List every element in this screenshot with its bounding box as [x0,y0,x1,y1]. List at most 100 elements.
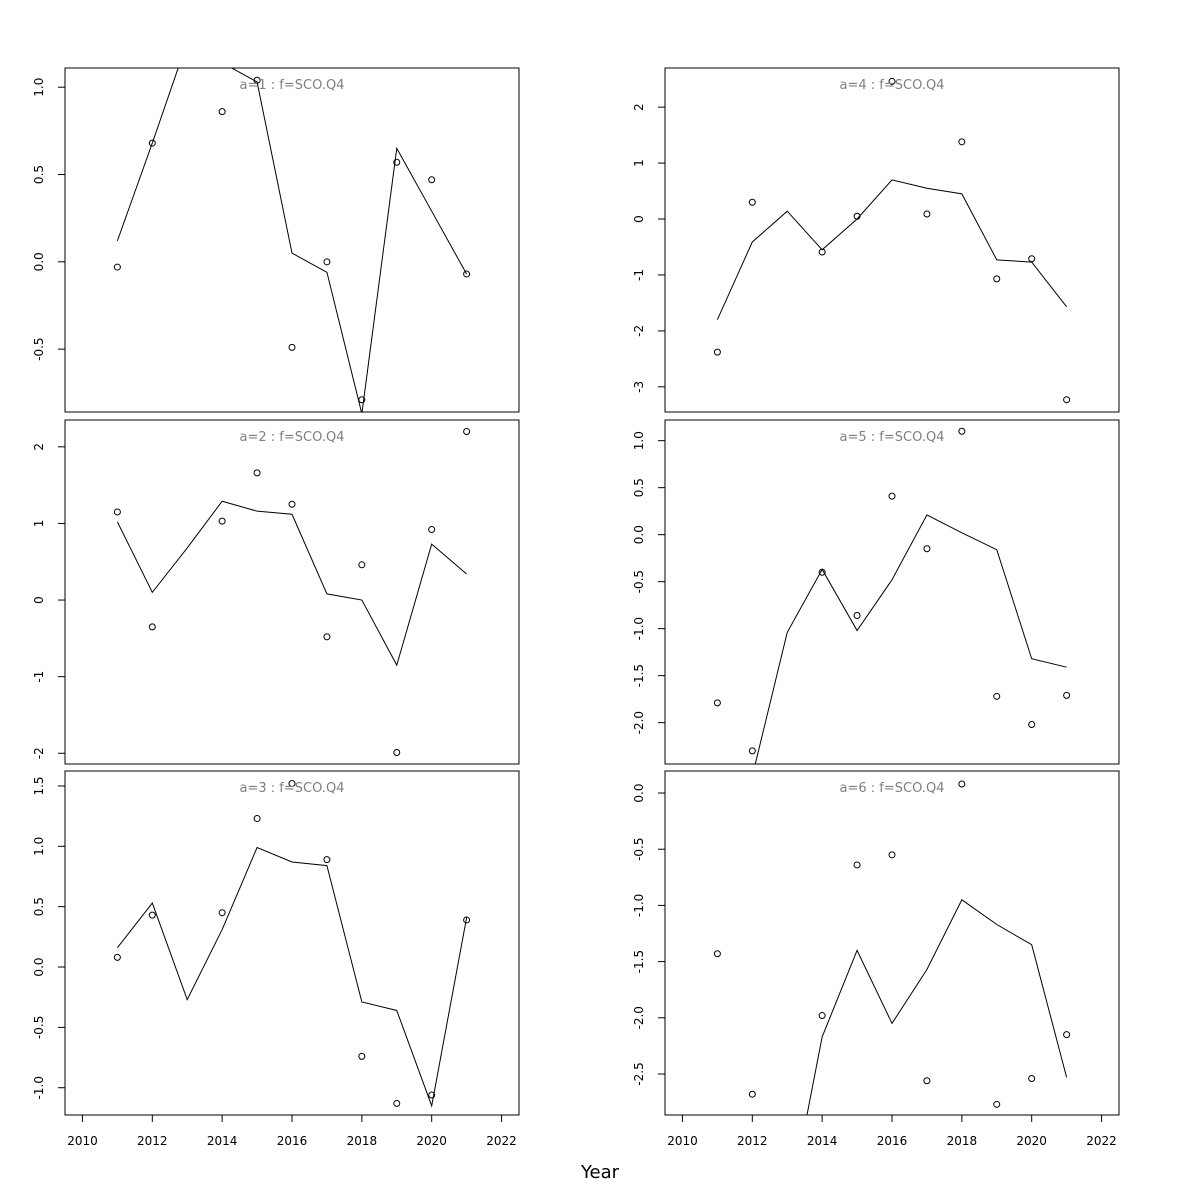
y-tick-label: -2 [32,747,46,759]
y-tick-label: 2 [32,443,46,451]
x-tick-label: 2022 [486,1134,517,1148]
observed-point [818,568,826,576]
observed-point [1028,255,1036,263]
observed-point [748,1090,756,1098]
observed-point [323,633,331,641]
y-tick-label: 1.0 [632,431,646,450]
x-tick-label: 2010 [67,1134,98,1148]
panel-plot [113,68,471,412]
panel-plot [713,780,1071,1115]
observed-point [358,1052,366,1060]
observed-point [748,198,756,206]
observed-point [428,1091,436,1099]
y-tick-label: 0.0 [632,783,646,802]
panel-title: a=2 : f=SCO.Q4 [240,430,345,445]
observed-point [1063,691,1071,699]
y-tick-label: 0.5 [32,165,46,184]
observed-point [958,138,966,146]
observed-point [888,851,896,859]
x-tick-label: 2014 [807,1134,838,1148]
y-tick-label: -1.0 [632,894,646,917]
fitted-line [754,514,1067,764]
observed-point [358,396,366,404]
observed-point [958,780,966,788]
panel-title: a=1 : f=SCO.Q4 [240,78,345,93]
y-tick-label: 0 [632,215,646,223]
observed-point [1028,721,1036,729]
panel-frame [664,770,1120,1116]
panel-plot [713,77,1071,404]
observed-point [993,1100,1001,1108]
x-tick-label: 2022 [1086,1134,1117,1148]
y-tick-label: 2 [632,103,646,111]
y-tick-label: -1 [32,671,46,683]
observed-point [253,469,261,477]
panel-frame [664,67,1120,413]
y-tick-label: -0.5 [632,838,646,861]
y-tick-label: -1 [632,269,646,281]
panel-plot [113,427,471,757]
x-tick-label: 2018 [347,1134,378,1148]
panel-plot [713,427,1071,764]
observed-point [818,248,826,256]
panel-frame [64,419,520,765]
y-tick-label: 0 [32,596,46,604]
observed-point [288,780,296,788]
observed-point [463,427,471,435]
observed-point [853,611,861,619]
observed-point [923,210,931,218]
observed-point [288,500,296,508]
observed-point [393,158,401,166]
observed-point [218,517,226,525]
y-tick-label: 0.0 [32,957,46,976]
observed-point [288,343,296,351]
observed-point [993,692,1001,700]
observed-point [923,545,931,553]
observed-point [713,348,721,356]
y-tick-label: 0.5 [32,897,46,916]
observed-point [218,909,226,917]
x-tick-label: 2010 [667,1134,698,1148]
observed-point [148,139,156,147]
x-tick-label: 2012 [137,1134,168,1148]
fitted-line [116,68,468,412]
panel-plot [113,780,471,1108]
observed-point [958,427,966,435]
observed-point [463,916,471,924]
panel-frame [64,67,520,413]
observed-point [818,1012,826,1020]
x-tick-label: 2018 [947,1134,978,1148]
observed-point [1063,1031,1071,1039]
y-tick-label: -0.5 [632,570,646,593]
y-tick-label: -2.5 [632,1062,646,1085]
y-tick-label: -0.5 [32,1016,46,1039]
y-tick-label: 0.0 [32,252,46,271]
y-tick-label: 1.0 [32,837,46,856]
panel-title: a=4 : f=SCO.Q4 [840,78,945,93]
y-tick-label: 1 [32,520,46,528]
observed-point [1063,396,1071,404]
x-tick-label: 2016 [877,1134,908,1148]
panel-title: a=6 : f=SCO.Q4 [840,781,945,796]
observed-point [393,749,401,757]
fitted-line [116,846,468,1108]
observed-point [323,258,331,266]
fitted-line [806,899,1068,1115]
panel-title: a=3 : f=SCO.Q4 [240,781,345,796]
x-tick-label: 2016 [277,1134,308,1148]
y-tick-label: -1.0 [632,617,646,640]
observed-point [853,212,861,220]
y-tick-label: 1.0 [32,78,46,97]
y-tick-label: 1 [632,159,646,167]
observed-point [853,861,861,869]
observed-point [113,508,121,516]
observed-point [358,561,366,569]
observed-point [218,108,226,116]
observed-point [428,176,436,184]
x-tick-label: 2014 [207,1134,238,1148]
y-tick-label: -2 [632,325,646,337]
observed-point [463,270,471,278]
fitted-line [716,179,1068,320]
observed-point [253,76,261,84]
